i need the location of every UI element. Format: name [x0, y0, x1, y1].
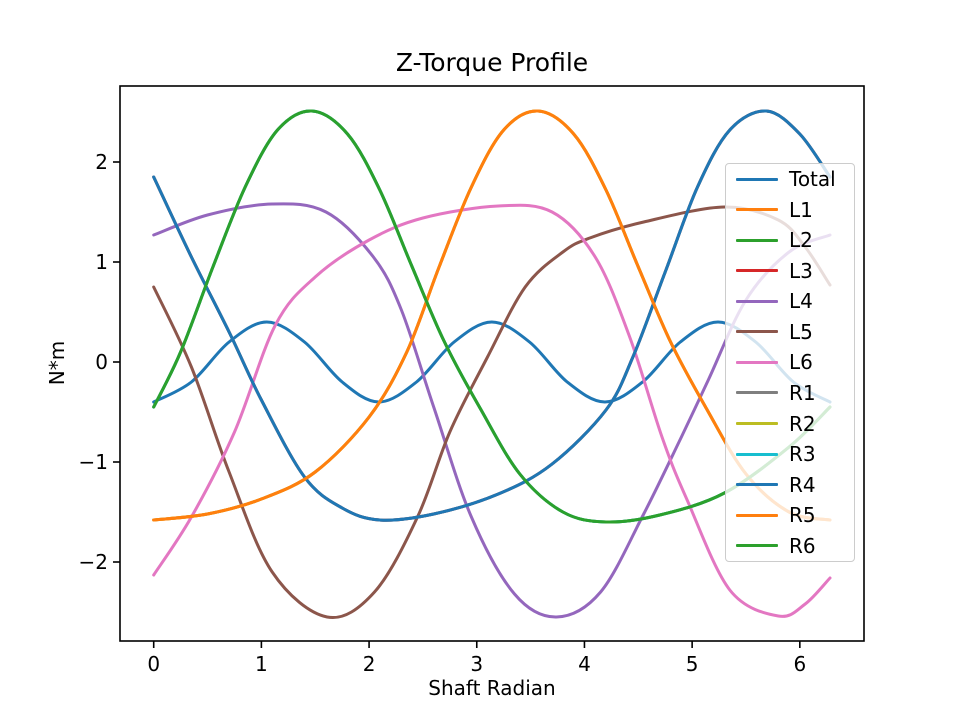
legend-line-swatch [736, 177, 778, 181]
curve-r4 [152, 109, 832, 522]
legend-line-swatch [736, 299, 778, 303]
legend-label: R2 [789, 411, 816, 436]
legend-line-swatch [736, 269, 778, 273]
legend-label: R1 [789, 380, 816, 405]
curve-r5 [152, 109, 832, 522]
y-tick-label: −1 [78, 450, 108, 474]
legend-item-l5: L5 [726, 317, 854, 347]
y-tick-label: 2 [95, 150, 108, 174]
legend-label: R4 [789, 472, 816, 497]
legend: Total L1 L2 L3 L4 L5 L6 R1 R2 R3 R4 R5 R6 [725, 163, 855, 562]
legend-label: R5 [789, 503, 816, 528]
legend-item-total: Total [726, 164, 854, 194]
y-tick-label: −2 [78, 550, 108, 574]
legend-label: R3 [789, 442, 816, 467]
curve-l5 [152, 205, 832, 620]
legend-line-swatch [736, 360, 778, 364]
legend-label: L2 [789, 228, 813, 253]
y-tick-label: 1 [95, 250, 108, 274]
x-tick-label: 3 [470, 652, 484, 676]
legend-item-l2: L2 [726, 225, 854, 255]
chart-title: Z-Torque Profile [395, 48, 589, 77]
legend-item-l1: L1 [726, 195, 854, 225]
legend-item-l3: L3 [726, 256, 854, 286]
legend-line-swatch [736, 330, 778, 334]
x-tick-label: 5 [685, 652, 699, 676]
legend-label: L4 [789, 289, 813, 314]
legend-label: L3 [789, 258, 813, 283]
x-tick-label: 6 [793, 652, 807, 676]
x-tick-label: 4 [578, 652, 591, 676]
curve-l6 [152, 203, 832, 618]
curve-total [152, 320, 832, 404]
x-tick-label: 2 [362, 652, 376, 676]
legend-label: Total [789, 167, 836, 192]
legend-line-swatch [736, 422, 778, 426]
legend-item-r4: R4 [726, 470, 854, 500]
y-tick-label: 0 [95, 350, 108, 374]
legend-item-r6: R6 [726, 531, 854, 561]
curve-l4 [152, 202, 832, 619]
legend-item-l6: L6 [726, 347, 854, 377]
legend-label: L6 [789, 350, 813, 375]
legend-item-r3: R3 [726, 439, 854, 469]
legend-item-r2: R2 [726, 409, 854, 439]
legend-item-l4: L4 [726, 286, 854, 316]
legend-item-r1: R1 [726, 378, 854, 408]
legend-line-swatch [736, 452, 778, 456]
x-tick-label: 1 [255, 652, 268, 676]
x-axis-label: Shaft Radian [428, 676, 556, 700]
curve-r6 [152, 109, 832, 524]
legend-label: L5 [789, 319, 813, 344]
legend-line-swatch [736, 483, 778, 487]
axes-frame [119, 85, 865, 642]
legend-line-swatch [736, 391, 778, 395]
legend-line-swatch [736, 208, 778, 212]
x-tick-label: 0 [147, 652, 161, 676]
legend-item-r5: R5 [726, 500, 854, 530]
legend-line-swatch [736, 544, 778, 548]
legend-line-swatch [736, 238, 778, 242]
legend-line-swatch [736, 513, 778, 517]
legend-label: L1 [789, 197, 813, 222]
legend-label: R6 [789, 533, 816, 558]
